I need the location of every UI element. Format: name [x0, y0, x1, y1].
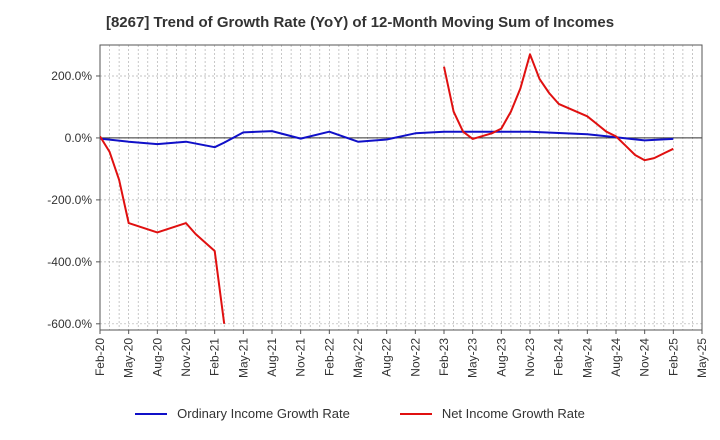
x-tick-label: May-21 — [236, 338, 250, 378]
series-line-1-seg-0 — [100, 135, 226, 324]
x-tick-label: Nov-22 — [408, 338, 422, 377]
x-tick-label: Aug-20 — [150, 338, 164, 377]
x-tick-label: Nov-23 — [523, 338, 537, 377]
x-tick-label: Aug-23 — [494, 338, 508, 377]
x-tick-label: Feb-25 — [666, 338, 680, 376]
plot-border — [99, 44, 703, 331]
x-tick-label: Nov-24 — [638, 338, 652, 377]
series-line-0-seg-0 — [100, 130, 674, 149]
x-tick-label: May-23 — [466, 338, 480, 378]
x-tick-label: Nov-20 — [179, 338, 193, 377]
x-tick-label: Feb-22 — [322, 338, 336, 376]
y-tick-label: 200.0% — [51, 69, 92, 83]
legend-label-net: Net Income Growth Rate — [441, 406, 585, 421]
x-tick-label: Nov-21 — [294, 338, 308, 377]
legend-item-net: Net Income Growth Rate — [399, 406, 585, 421]
legend-item-ordinary: Ordinary Income Growth Rate — [135, 406, 350, 421]
legend-swatch-net — [399, 412, 432, 415]
plot-frame — [99, 44, 703, 331]
chart-title: [8267] Trend of Growth Rate (YoY) of 12-… — [105, 14, 615, 31]
x-tick-label: May-25 — [695, 338, 709, 378]
x-axis: Feb-20 May-20 Aug-20 Nov-20 Feb-21 May-21 Aug-… — [93, 330, 709, 378]
x-tick-label: Aug-24 — [609, 338, 623, 377]
series-line-1-seg-1 — [443, 53, 674, 162]
y-tick-label: -200.0% — [47, 193, 92, 207]
series-lines — [100, 53, 674, 324]
x-tick-label: Aug-21 — [265, 338, 279, 377]
x-tick-label: Feb-20 — [93, 338, 107, 376]
x-tick-label: Feb-23 — [437, 338, 451, 376]
x-tick-label: Aug-22 — [380, 338, 394, 377]
x-tick-label: May-24 — [580, 338, 594, 378]
y-axis: 200.0% 0.0% -200.0% -400.0% -600.0% — [47, 69, 100, 331]
gridlines — [99, 45, 703, 330]
legend-swatch-ordinary — [135, 412, 168, 415]
legend-label-ordinary: Ordinary Income Growth Rate — [177, 406, 350, 421]
x-tick-label: Feb-21 — [208, 338, 222, 376]
x-tick-label: May-22 — [351, 338, 365, 378]
y-tick-label: -400.0% — [47, 255, 92, 269]
x-tick-label: Feb-24 — [552, 338, 566, 376]
legend: Ordinary Income Growth Rate Net Income G… — [0, 406, 720, 421]
y-tick-label: -600.0% — [47, 317, 92, 331]
y-tick-label: 0.0% — [65, 131, 93, 145]
x-tick-label: May-20 — [122, 338, 136, 378]
